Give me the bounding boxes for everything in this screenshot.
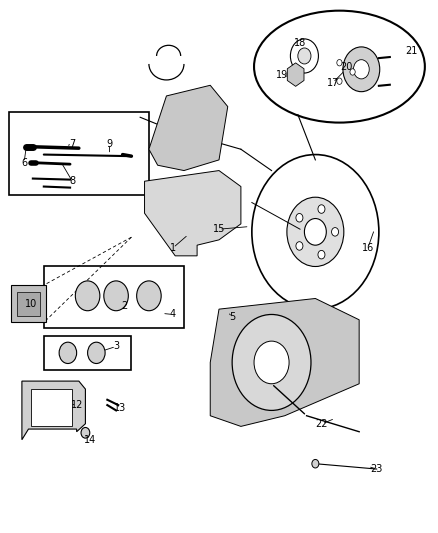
Text: 2: 2 (122, 302, 128, 311)
Circle shape (104, 281, 128, 311)
Text: 15: 15 (213, 224, 225, 234)
Text: 7: 7 (69, 139, 75, 149)
Circle shape (350, 69, 355, 75)
Text: 20: 20 (340, 62, 352, 71)
Circle shape (353, 60, 369, 79)
Text: 23: 23 (371, 464, 383, 474)
Text: 1: 1 (170, 243, 176, 253)
Circle shape (290, 39, 318, 73)
Circle shape (318, 251, 325, 259)
Circle shape (287, 197, 344, 266)
Circle shape (296, 241, 303, 250)
Circle shape (337, 60, 342, 66)
Circle shape (304, 219, 326, 245)
Polygon shape (11, 285, 46, 322)
Polygon shape (31, 389, 72, 426)
Text: 13: 13 (114, 403, 127, 413)
Text: 9: 9 (106, 139, 113, 149)
Circle shape (75, 281, 100, 311)
Text: 8: 8 (69, 176, 75, 186)
Text: 5: 5 (229, 312, 235, 322)
Bar (44, 336, 131, 370)
Circle shape (332, 228, 339, 236)
Bar (44, 266, 184, 328)
Text: 10: 10 (25, 299, 37, 309)
Circle shape (232, 314, 311, 410)
Polygon shape (22, 381, 85, 440)
Text: 22: 22 (316, 419, 328, 429)
Polygon shape (145, 171, 241, 256)
Text: 6: 6 (21, 158, 27, 167)
Text: 16: 16 (362, 243, 374, 253)
Ellipse shape (254, 11, 425, 123)
Circle shape (343, 47, 380, 92)
Text: 17: 17 (327, 78, 339, 87)
Polygon shape (149, 85, 228, 171)
Text: 21: 21 (406, 46, 418, 55)
Circle shape (137, 281, 161, 311)
Text: 19: 19 (276, 70, 289, 79)
Circle shape (318, 205, 325, 213)
Text: 12: 12 (71, 400, 83, 410)
Circle shape (88, 342, 105, 364)
Circle shape (81, 427, 90, 438)
Text: 18: 18 (294, 38, 306, 47)
Polygon shape (17, 292, 40, 316)
Circle shape (296, 214, 303, 222)
Circle shape (298, 48, 311, 64)
Circle shape (337, 78, 342, 84)
Text: 4: 4 (170, 310, 176, 319)
Circle shape (252, 155, 379, 309)
Circle shape (254, 341, 289, 384)
Polygon shape (210, 298, 359, 426)
Text: 3: 3 (113, 342, 119, 351)
Circle shape (312, 459, 319, 468)
Text: 14: 14 (84, 435, 96, 445)
Circle shape (59, 342, 77, 364)
Bar (9, 112, 149, 195)
